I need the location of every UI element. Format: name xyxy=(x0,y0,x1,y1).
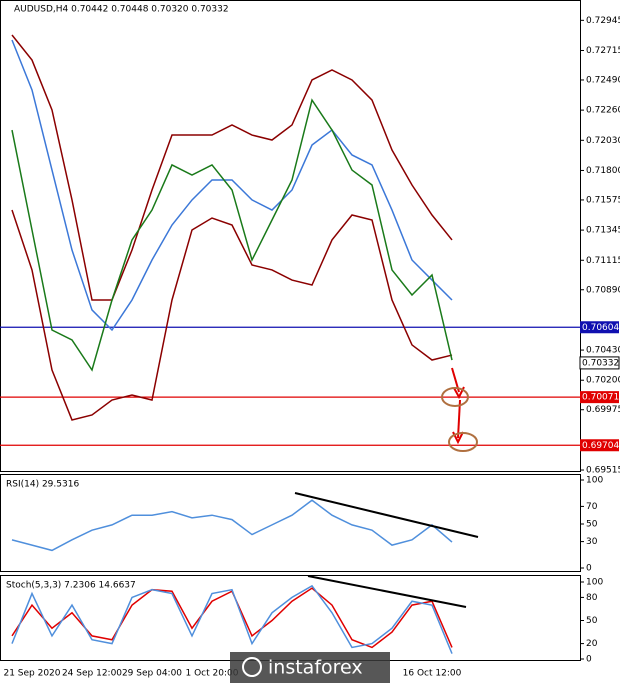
y-tick-label: 0.70890 xyxy=(586,285,620,295)
watermark-logo xyxy=(242,657,262,677)
y-tick-label: 0.70430 xyxy=(586,346,620,356)
y-tick-label: 50 xyxy=(586,520,598,530)
level-label: 0.70604 xyxy=(582,323,619,333)
y-tick-label: 0.72490 xyxy=(586,75,620,85)
level-tag xyxy=(580,391,619,404)
level-tag xyxy=(580,321,619,334)
price-label: 0.70332 xyxy=(582,358,619,368)
rsi-panel xyxy=(0,474,581,572)
y-tick-label: 0.72030 xyxy=(586,136,620,146)
panel-title: RSI(14) 29.5316 xyxy=(6,480,79,490)
plot-layer: AUDUSD,H4 0.70442 0.70448 0.70320 0.7033… xyxy=(0,5,620,679)
y-tick-label: 0.71800 xyxy=(586,166,620,176)
y-tick-label: 0.71575 xyxy=(586,195,620,205)
watermark-box xyxy=(230,652,390,683)
series-line xyxy=(11,499,453,552)
target-circle xyxy=(448,432,478,452)
x-tick-label: 21 Sep 2020 xyxy=(3,669,60,679)
y-tick-label: 0.69515 xyxy=(586,466,620,476)
y-tick-label: 0.69975 xyxy=(586,405,620,415)
level-label: 0.70071 xyxy=(582,393,619,403)
y-tick-label: 70 xyxy=(586,502,598,512)
panel-title: Stoch(5,3,3) 7.2306 14.6637 xyxy=(6,581,136,591)
y-tick-label: 0.72715 xyxy=(586,46,620,56)
x-tick-label: 1 Oct 20:00 xyxy=(186,669,239,679)
y-tick-label: 100 xyxy=(586,578,603,588)
y-tick-label: 0.70200 xyxy=(586,376,620,386)
series-line xyxy=(11,584,453,654)
y-tick-label: 80 xyxy=(586,593,598,603)
series-line xyxy=(11,98,453,372)
x-tick-label: 24 Sep 12:00 xyxy=(62,669,122,679)
price-panel xyxy=(0,0,581,472)
target-circle xyxy=(441,387,469,407)
stoch-trendline xyxy=(307,575,467,608)
panel-title: AUDUSD,H4 0.70442 0.70448 0.70320 0.7033… xyxy=(14,5,229,15)
y-tick-label: 50 xyxy=(586,616,598,626)
rsi-trendline xyxy=(294,492,479,538)
y-tick-label: 0.71345 xyxy=(586,226,620,236)
watermark: instaforex xyxy=(268,657,363,679)
series-line xyxy=(11,39,453,332)
y-tick-label: 0.71115 xyxy=(586,256,620,266)
y-tick-label: 0 xyxy=(586,564,592,574)
y-tick-label: 0.72945 xyxy=(586,16,620,26)
y-tick-label: 100 xyxy=(586,476,603,486)
x-tick-label: 29 Sep 04:00 xyxy=(122,669,182,679)
y-tick-label: 0 xyxy=(586,655,592,665)
price-tag xyxy=(579,356,620,370)
y-tick-label: 20 xyxy=(586,639,598,649)
x-tick-label: 16 Oct 12:00 xyxy=(403,669,462,679)
series-line xyxy=(11,209,453,421)
level-label: 0.69704 xyxy=(582,441,619,451)
level-tag xyxy=(580,439,619,452)
y-tick-label: 0.72260 xyxy=(586,106,620,116)
series-line xyxy=(11,34,453,301)
y-tick-label: 30 xyxy=(586,537,598,547)
